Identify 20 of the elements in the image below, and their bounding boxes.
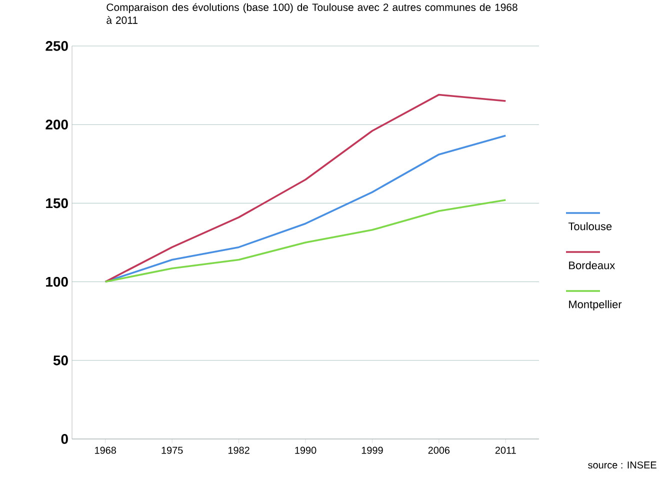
x-tick-label: 1990 [295,446,316,454]
x-tick-label: 1999 [362,446,383,454]
y-tick-label: 200 [46,120,68,130]
y-tick-label: 250 [46,41,68,51]
line-series [104,94,507,283]
y-tick-label: 0 [61,434,68,444]
x-tick-label: 1975 [162,446,183,454]
source-note: source : INSEE [588,461,656,469]
x-tick-label: 1968 [95,446,116,454]
y-tick-label: 50 [53,355,68,366]
y-tick-label: 150 [46,198,68,208]
line-series [104,199,507,283]
x-tick-label: 2011 [495,446,516,454]
chart-title: Comparaison des évolutions (base 100) de Toulouse avec 2 autres communes de 1968 à 2011 [106,3,518,24]
legend-label: Toulouse [568,222,612,230]
x-tick-label: 1982 [228,446,250,454]
legend-label: Bordeaux [569,261,615,270]
x-tick-label: 2006 [428,446,450,454]
legend-label: Montpellier [569,300,622,310]
y-tick-label: 100 [46,276,68,287]
